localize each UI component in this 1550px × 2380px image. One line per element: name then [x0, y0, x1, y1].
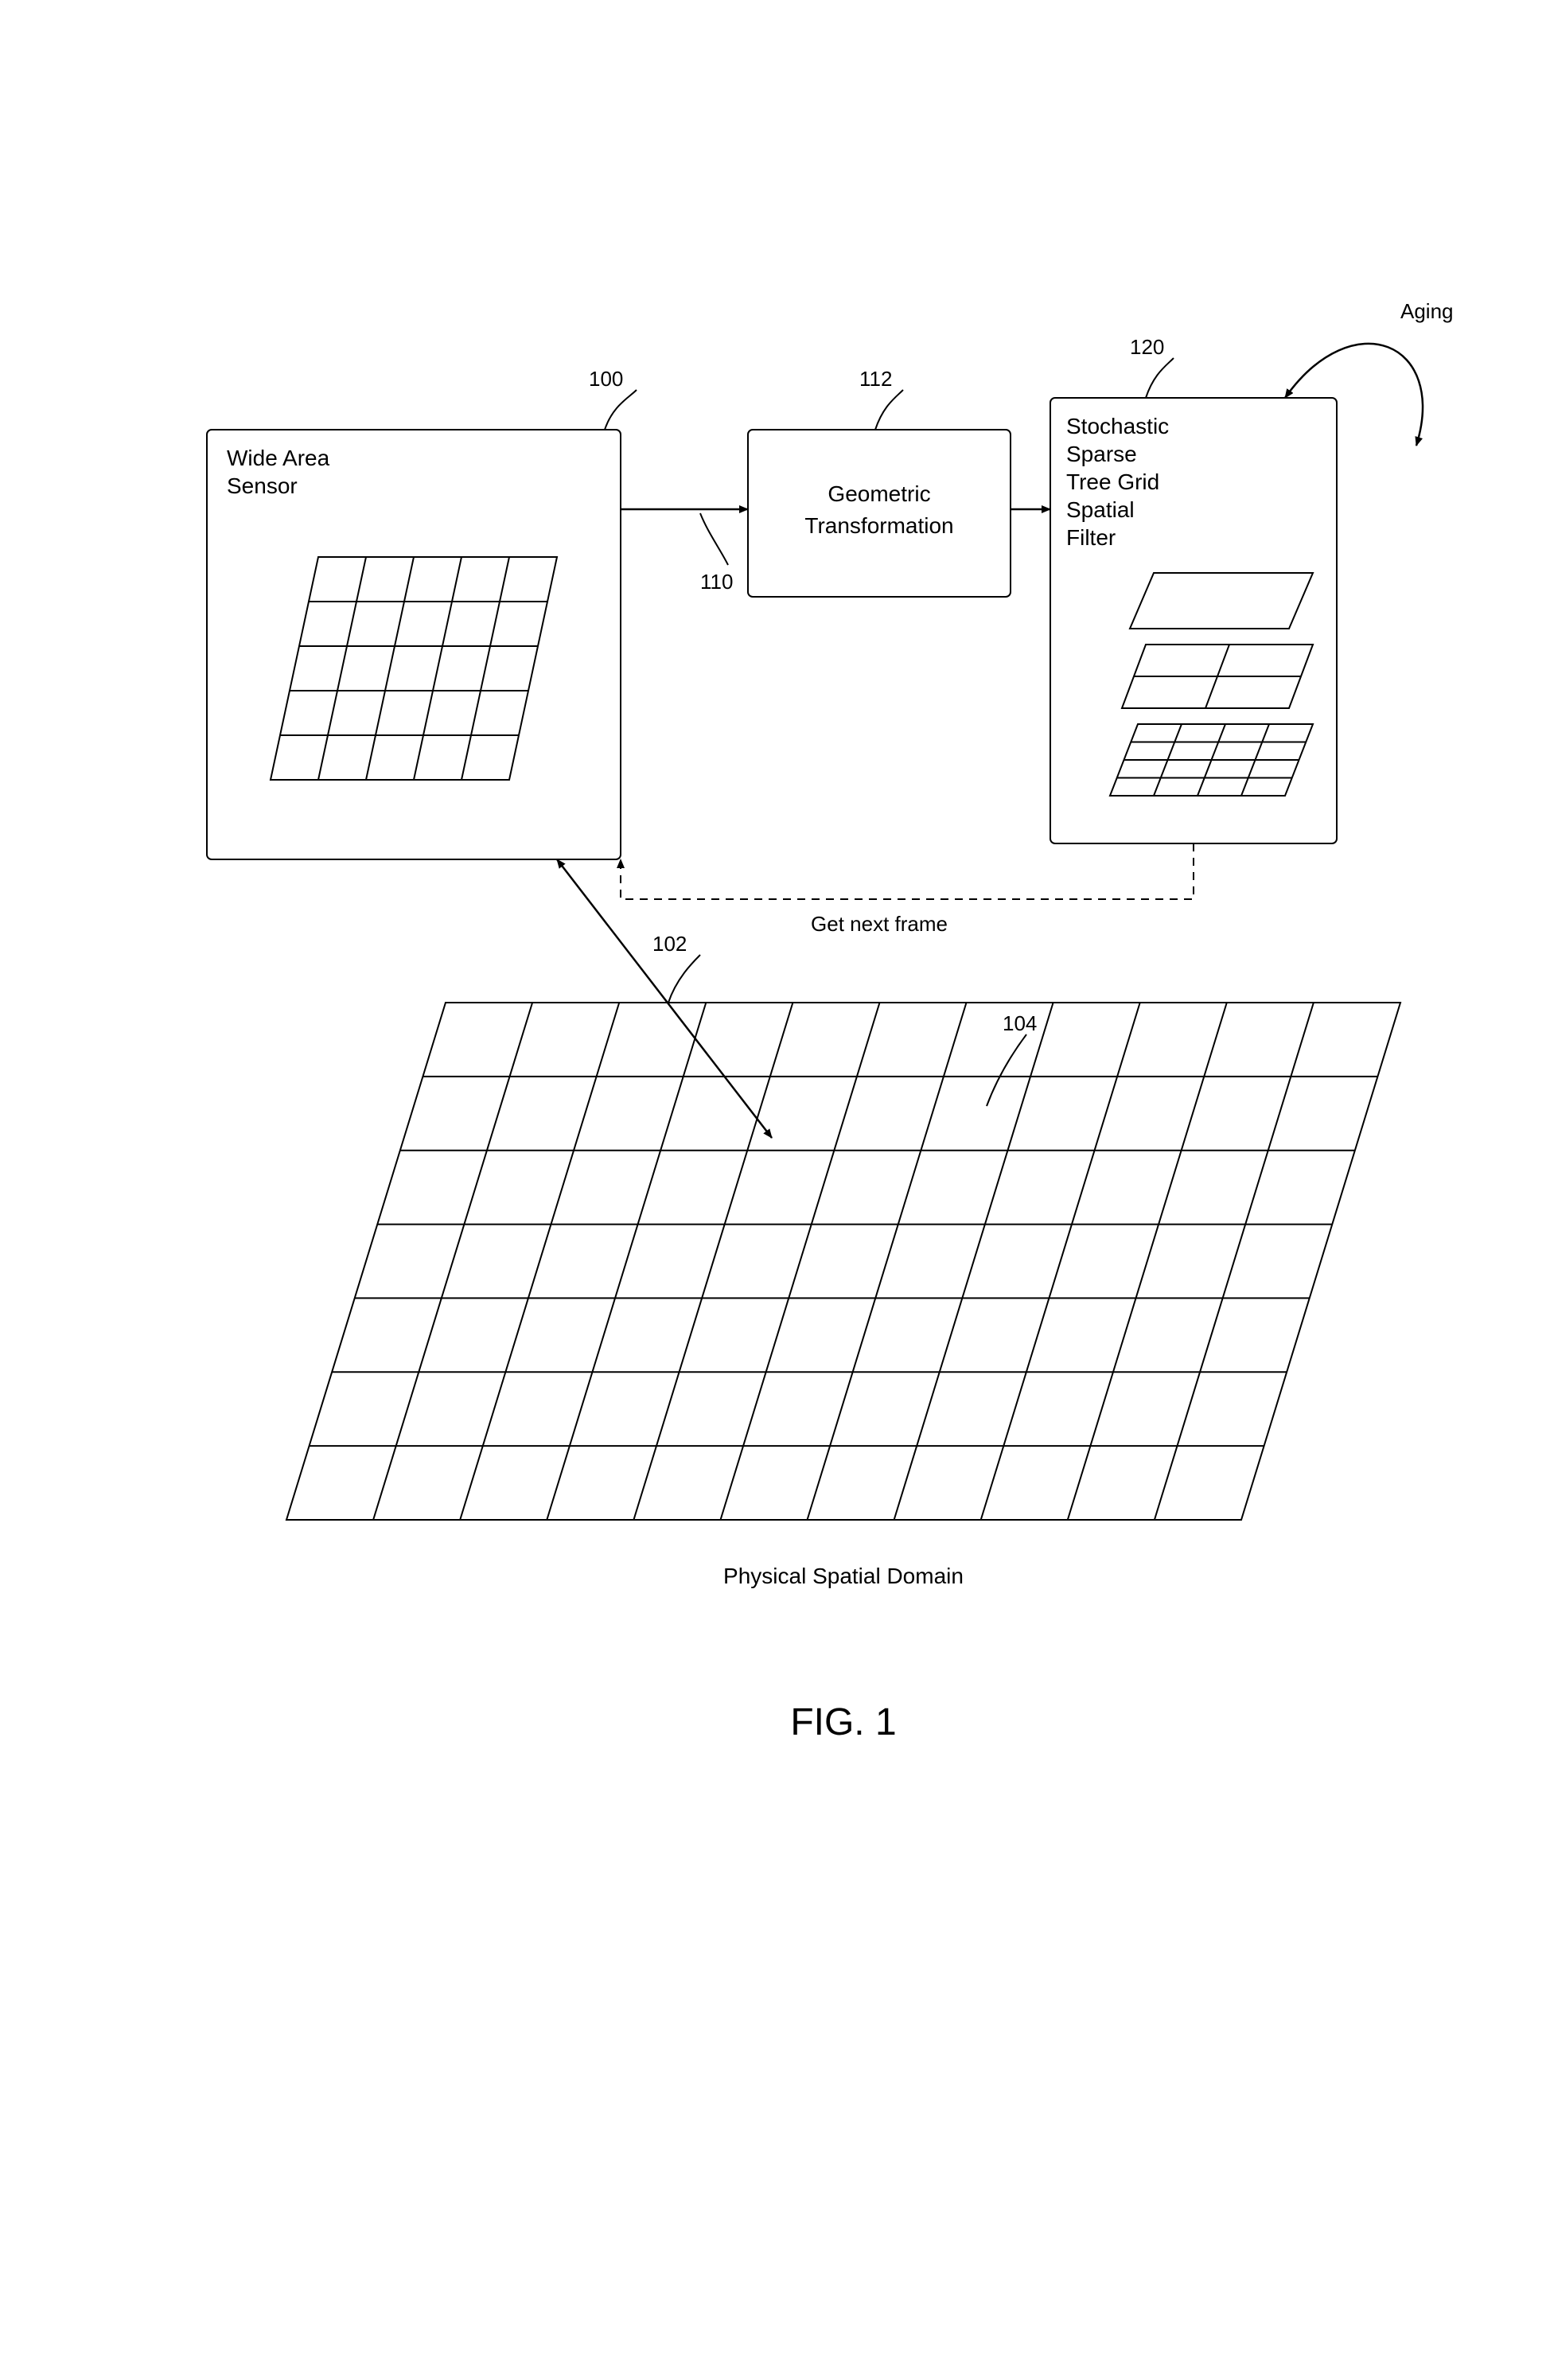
filter-title-line2: Sparse [1066, 442, 1137, 466]
filter-title-line1: Stochastic [1066, 414, 1169, 438]
sensor-grid-icon [271, 557, 557, 780]
sensor-title-line2: Sensor [227, 473, 298, 498]
filter-title-line4: Spatial [1066, 497, 1135, 522]
ref-120: 120 [1130, 335, 1174, 398]
figure-label: FIG. 1 [790, 1701, 896, 1743]
ref-104: 104 [987, 1011, 1037, 1106]
svg-text:120: 120 [1130, 335, 1164, 359]
get-next-frame-path: Get next frame [621, 843, 1194, 936]
ref-110: 110 [700, 513, 733, 594]
tree-grid-icon [1110, 573, 1313, 796]
physical-spatial-domain [286, 1003, 1400, 1520]
sensor-domain-link [557, 859, 772, 1138]
svg-text:112: 112 [859, 367, 892, 391]
svg-text:100: 100 [589, 367, 623, 391]
aging-label: Aging [1400, 299, 1454, 323]
sensor-title-line1: Wide Area [227, 446, 330, 470]
svg-text:110: 110 [700, 570, 733, 594]
spatial-filter-box: Stochastic Sparse Tree Grid Spatial Filt… [1050, 398, 1337, 843]
aging-loop: Aging [1285, 299, 1454, 446]
svg-text:102: 102 [652, 932, 687, 956]
svg-text:104: 104 [1003, 1011, 1037, 1035]
wide-area-sensor-box: Wide Area Sensor [207, 430, 621, 859]
ref-100: 100 [589, 367, 637, 430]
transform-title-line1: Geometric [828, 481, 930, 506]
get-next-frame-label: Get next frame [811, 912, 948, 936]
ref-112: 112 [859, 367, 903, 430]
transform-title-line2: Transformation [804, 513, 953, 538]
filter-title-line3: Tree Grid [1066, 469, 1159, 494]
filter-title-line5: Filter [1066, 525, 1116, 550]
physical-spatial-domain-label: Physical Spatial Domain [723, 1564, 964, 1588]
geometric-transformation-box: Geometric Transformation [748, 430, 1011, 597]
